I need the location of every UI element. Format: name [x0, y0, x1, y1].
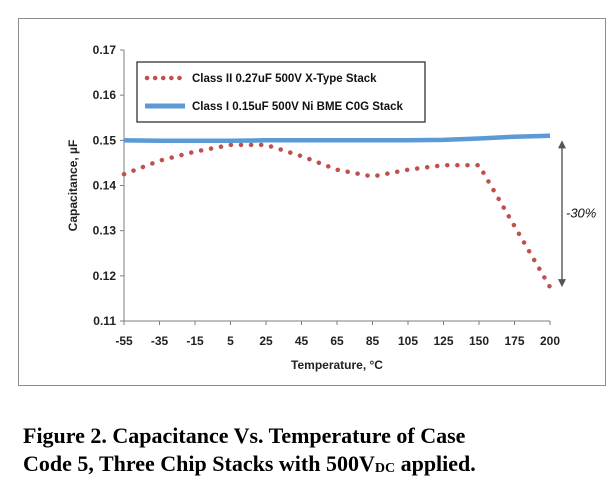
- x-tick-label: 45: [295, 334, 309, 348]
- x-tick-label: 175: [504, 334, 524, 348]
- annotation-arrow-head-bottom: [558, 279, 566, 288]
- x-tick-label: 5: [227, 334, 234, 348]
- x-tick-label: 150: [469, 334, 489, 348]
- y-tick-label: 0.15: [93, 133, 117, 147]
- y-tick-label: 0.17: [93, 43, 117, 57]
- x-tick-label: 65: [330, 334, 344, 348]
- y-axis-title: Capacitance, µF: [66, 140, 80, 232]
- y-tick-label: 0.11: [93, 314, 116, 328]
- y-tick-label: 0.13: [93, 224, 117, 238]
- series-class-i-line: [123, 133, 551, 144]
- legend-box: [136, 61, 426, 123]
- x-tick-label: 85: [366, 334, 380, 348]
- x-tick-label: 25: [259, 334, 273, 348]
- x-tick-label: -15: [186, 334, 204, 348]
- x-tick-label: 105: [398, 334, 418, 348]
- legend-label: Class I 0.15uF 500V Ni BME C0G Stack: [192, 101, 404, 113]
- x-tick-label: -55: [115, 334, 133, 348]
- figure-caption: Figure 2. Capacitance Vs. Temperature of…: [23, 422, 599, 482]
- y-tick-label: 0.12: [93, 269, 117, 283]
- y-tick-label: 0.16: [93, 88, 117, 102]
- x-tick-label: -35: [151, 334, 169, 348]
- annotation-arrow-head-top: [558, 140, 566, 149]
- series-class-ii-line: [121, 142, 553, 290]
- legend-label: Class II 0.27uF 500V X-Type Stack: [192, 73, 377, 85]
- annotation-label: -30%: [566, 206, 596, 221]
- x-axis-title: Temperature, °C: [291, 358, 383, 372]
- x-tick-label: 125: [433, 334, 453, 348]
- caption-subscript: DC: [374, 461, 396, 476]
- caption-line-2-prefix: Code 5, Three Chip Stacks with 500V: [23, 451, 375, 476]
- plot-area: 0.17 0.16 0.15 0.14 0.13 0.12 0.11 -55 -35 -15 5 25…: [66, 43, 596, 372]
- x-tick-label: 200: [540, 334, 560, 348]
- caption-line-2-suffix: applied.: [395, 451, 476, 476]
- chart-frame: 0.17 0.16 0.15 0.14 0.13 0.12 0.11 -55 -35 -15 5 25…: [18, 18, 606, 386]
- capacitance-chart: 0.17 0.16 0.15 0.14 0.13 0.12 0.11 -55 -35 -15 5 25…: [66, 43, 596, 372]
- y-tick-label: 0.14: [93, 179, 117, 193]
- caption-line-1: Figure 2. Capacitance Vs. Temperature of…: [23, 423, 466, 448]
